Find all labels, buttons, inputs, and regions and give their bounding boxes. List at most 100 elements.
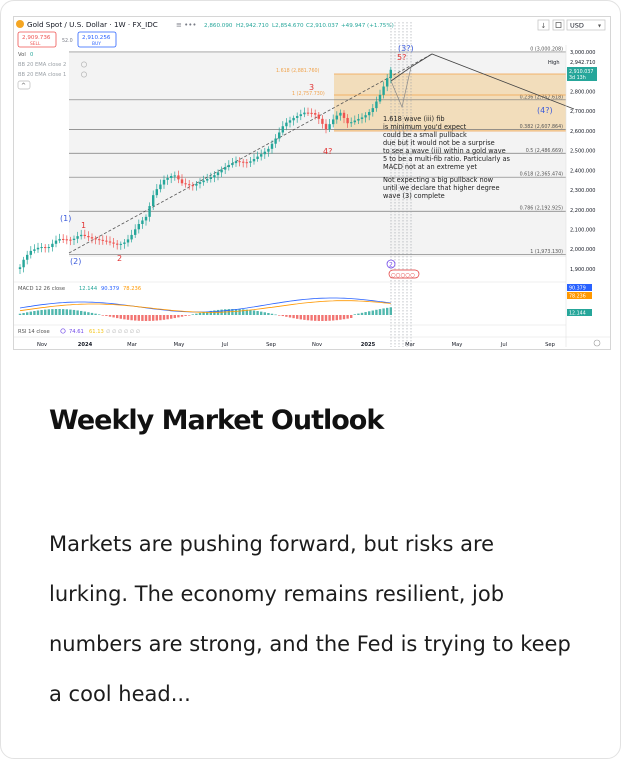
price-scale-label: 2,100.000 [570, 227, 595, 233]
annotation-line: 1.618 wave (iii) fib [383, 115, 445, 123]
fib-level-label: 0.382 (2,607.864) [520, 124, 564, 130]
macd-bar [126, 315, 130, 320]
macd-bar [296, 315, 299, 319]
macd-bar [83, 311, 86, 315]
price-scale-label: 2,400.000 [570, 168, 595, 174]
fib-level-label: 0.618 (2,365.474) [520, 172, 564, 178]
time-axis-label: Sep [545, 342, 555, 348]
macd-signal-line [19, 300, 391, 313]
macd-scale-1: 90.379 [569, 286, 586, 292]
candle-body [51, 243, 54, 248]
fib-level-label: 1 (1,973.130) [530, 249, 563, 255]
rsi-ma-value: 61.13 [89, 329, 104, 335]
macd-bar [195, 313, 198, 315]
time-axis-label: Jul [221, 342, 228, 348]
candle-body [371, 108, 374, 113]
chart-symbol: Gold Spot / U.S. Dollar · 1W · FX_IDC [27, 20, 158, 29]
chevron-down-icon: ▾ [598, 23, 601, 30]
macd-bar [152, 315, 155, 321]
candle-body [191, 185, 194, 187]
candle-body [29, 250, 32, 255]
macd-bar [80, 310, 83, 315]
macd-bar [184, 315, 187, 316]
candle-body [216, 172, 220, 176]
collapse-legend-icon[interactable]: ^ [17, 80, 31, 90]
candle-body [126, 239, 130, 243]
macd-bar [202, 312, 205, 315]
candle-body [360, 117, 364, 119]
currency-label: USD [570, 22, 584, 30]
macd-bar [51, 309, 54, 315]
candle-body [83, 234, 86, 236]
macd-bar [40, 309, 43, 315]
spread-value: 52.0 [62, 38, 73, 44]
download-icon[interactable]: ↓ [537, 19, 550, 31]
candle-body [44, 247, 47, 249]
macd-scale-tags: 90.379 78.236 12.144 [567, 284, 592, 317]
candle-body [33, 249, 36, 251]
candle-body [252, 158, 256, 162]
time-axis-label: Jul [500, 342, 507, 348]
ohlc-close: C2,910.037 [306, 23, 339, 29]
macd-bar [314, 315, 317, 321]
macd-bar [256, 311, 259, 315]
macd-line-value: 90.379 [101, 286, 119, 292]
macd-hist-value: 12.144 [79, 286, 98, 292]
macd-bar [263, 312, 266, 315]
candle-body [155, 189, 158, 196]
macd-bar [134, 315, 137, 321]
candle-body [213, 175, 216, 178]
candle-body [47, 247, 50, 249]
candle-body [54, 240, 58, 244]
article-headline[interactable]: Weekly Market Outlook [49, 405, 384, 436]
candle-body [274, 138, 277, 144]
macd-bar [65, 309, 68, 315]
fib-level-label: 0.5 (2,486.669) [526, 148, 563, 154]
event-markers[interactable]: 2 ○○○○○ [386, 259, 420, 279]
candle-body [285, 122, 288, 127]
candle-body [321, 118, 324, 124]
candle-body [116, 243, 119, 245]
candle-body [198, 182, 202, 184]
macd-bar [270, 313, 274, 315]
annotation-line: MACD not at an extreme yet [383, 163, 477, 171]
macd-bar [231, 309, 234, 315]
sell-button[interactable]: 2,909.736 SELL [17, 31, 57, 48]
candle-body [256, 156, 259, 159]
macd-bar [242, 309, 245, 315]
price-chart[interactable]: Gold Spot / U.S. Dollar · 1W · FX_IDC ≡ … [13, 16, 611, 350]
price-scale-label: 2,300.000 [570, 188, 595, 194]
price-scale-label: 2,000.000 [570, 247, 595, 253]
macd-bar [94, 313, 97, 315]
chart-canvas[interactable]: Gold Spot / U.S. Dollar · 1W · FX_IDC ≡ … [14, 17, 610, 349]
candle-body [130, 234, 133, 240]
macd-bar [180, 315, 184, 317]
fullscreen-icon[interactable] [552, 19, 565, 31]
candle-body [242, 161, 245, 163]
candle-body [245, 162, 248, 164]
candle-body [80, 234, 83, 237]
wave-label: 1 [81, 221, 86, 230]
macd-bar [148, 315, 151, 321]
wave-label: (3?) [398, 44, 414, 53]
candle-body [234, 161, 238, 164]
candle-body [173, 175, 176, 177]
settings-icon[interactable] [60, 328, 66, 334]
settings-icon[interactable] [593, 339, 601, 347]
macd-bar [310, 315, 313, 321]
macd-bar [278, 315, 281, 316]
annotation-line: wave (3) complete [383, 192, 445, 200]
candle-body [72, 238, 76, 241]
candle-body [101, 239, 104, 241]
candle-body [90, 237, 94, 239]
macd-bar [332, 315, 335, 321]
candle-body [342, 112, 346, 118]
candle-body [36, 247, 40, 250]
candle-body [98, 239, 101, 241]
buy-button[interactable]: 2,910.256 BUY [77, 31, 117, 48]
macd-bar [116, 315, 119, 319]
currency-select[interactable]: USD ▾ [566, 19, 606, 31]
candle-body [22, 259, 25, 268]
annotation-line: to see a wave (iii) within a gold wave [383, 147, 506, 155]
